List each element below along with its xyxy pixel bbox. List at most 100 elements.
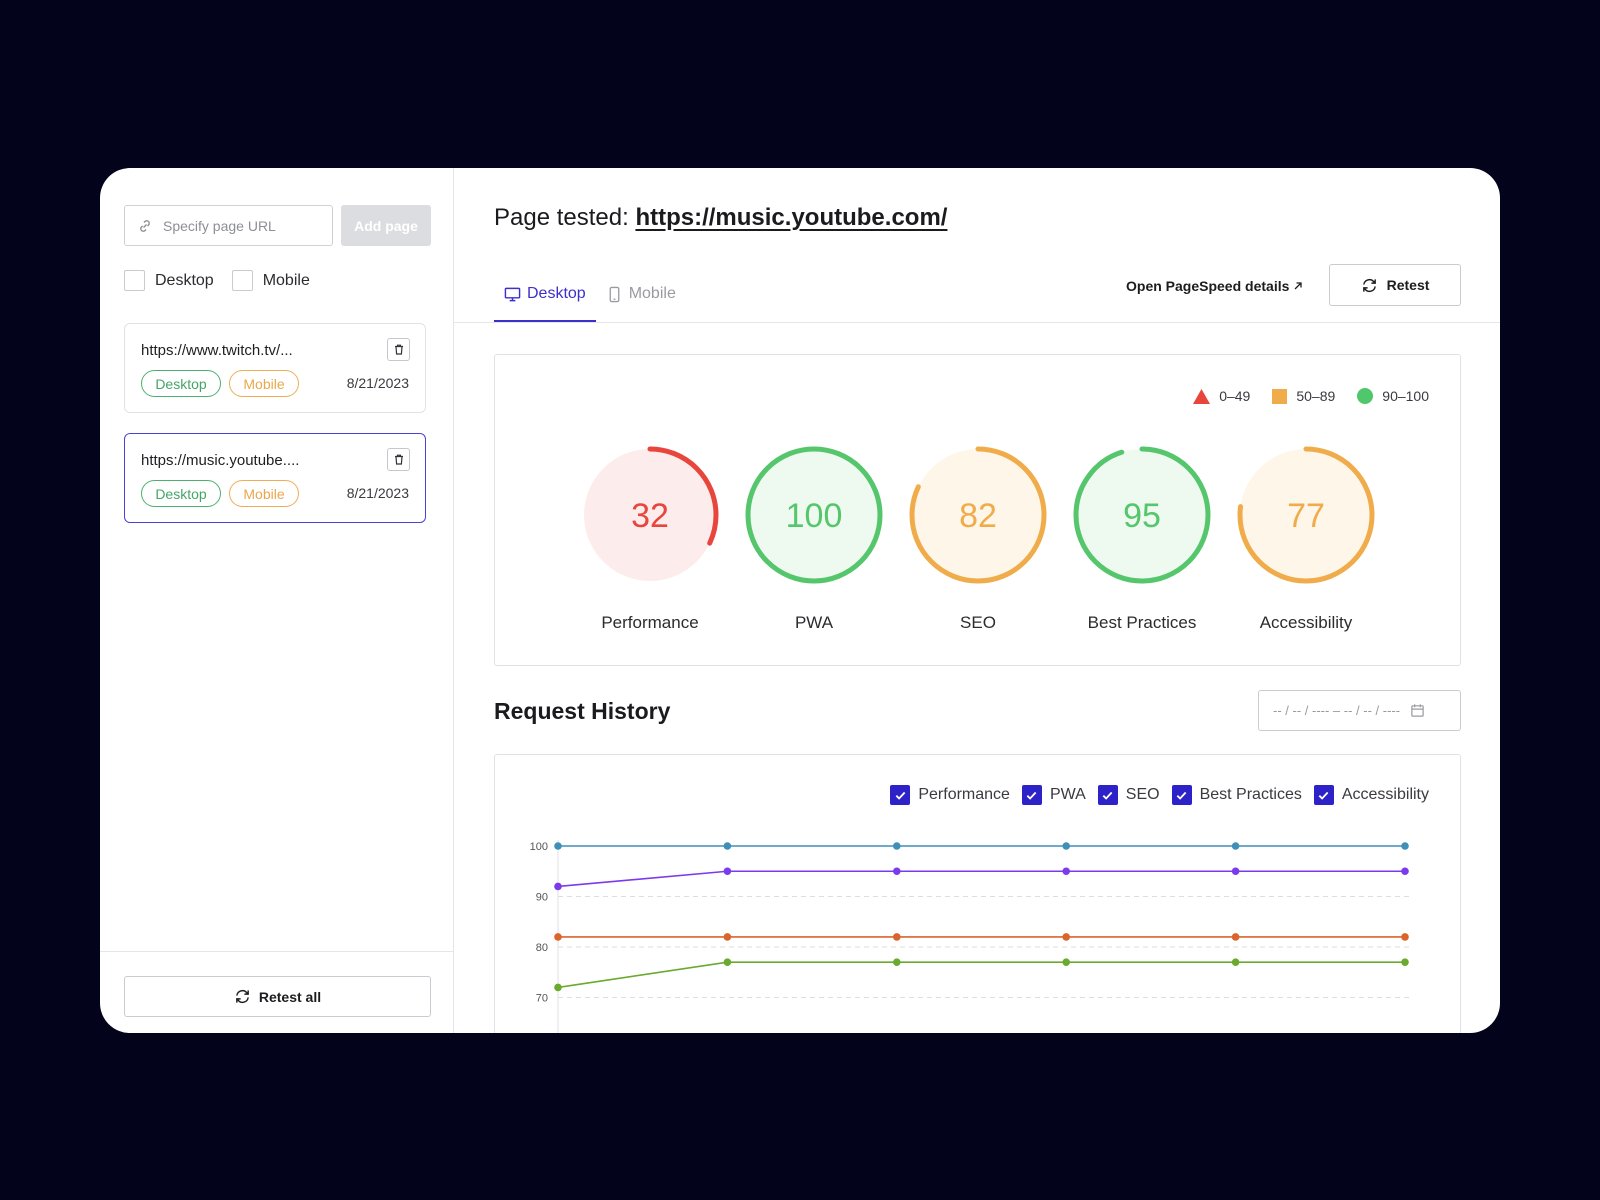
gauge-background xyxy=(584,449,716,581)
y-tick-label: 80 xyxy=(536,942,548,954)
page-card-youtube-music[interactable]: https://music.youtube.... Desktop Mobile… xyxy=(124,433,426,523)
gauge-arc xyxy=(909,446,1047,584)
data-point xyxy=(723,958,732,966)
open-pagespeed-label: Open PageSpeed details xyxy=(1126,278,1290,294)
data-point xyxy=(1231,958,1240,966)
trash-icon xyxy=(394,344,403,355)
checkbox-checked[interactable] xyxy=(1171,785,1192,805)
history-line-chart: 100 90 80 70 xyxy=(530,840,1409,1033)
refresh-icon xyxy=(236,990,249,1003)
data-point xyxy=(554,983,562,992)
gauge-performance: 32 Performance xyxy=(580,445,720,633)
check-icon xyxy=(1102,791,1113,800)
series-line-1 xyxy=(557,870,1405,888)
monitor-icon xyxy=(504,287,521,301)
gauge-value: 32 xyxy=(631,497,669,535)
history-chart-panel: Performance PWA SEO Best Practices Acces… xyxy=(494,754,1461,1033)
gauge-background xyxy=(912,449,1044,581)
delete-page-button[interactable] xyxy=(387,338,410,361)
gauge-background xyxy=(748,449,880,581)
page-card-url: https://music.youtube.... xyxy=(141,452,300,469)
retest-all-button[interactable]: Retest all xyxy=(124,976,431,1017)
checkbox-checked[interactable] xyxy=(890,785,911,805)
data-point xyxy=(1231,933,1240,941)
page-tested-heading: Page tested: https://music.youtube.com/ xyxy=(494,204,947,232)
chart-legend-best-practices[interactable]: Best Practices xyxy=(1171,785,1302,805)
external-link-icon xyxy=(1294,282,1303,290)
tag-desktop: Desktop xyxy=(141,480,221,507)
gauge-value: 95 xyxy=(1123,497,1161,535)
gauge-value: 100 xyxy=(786,497,843,535)
chart-legend-pwa[interactable]: PWA xyxy=(1021,785,1086,805)
tag-mobile: Mobile xyxy=(229,480,299,507)
add-page-button[interactable]: Add page xyxy=(341,205,431,246)
legend-item-average: 50–89 xyxy=(1272,388,1335,404)
triangle-icon xyxy=(1193,388,1211,404)
date-range-picker[interactable]: -- / -- / ---- – -- / -- / ---- xyxy=(1258,690,1461,731)
chart-legend-accessibility[interactable]: Accessibility xyxy=(1313,785,1429,805)
gauge-value: 82 xyxy=(959,497,997,535)
checkbox-desktop[interactable]: Desktop xyxy=(124,270,214,291)
gauge-label: Performance xyxy=(601,613,699,632)
data-point xyxy=(723,867,732,876)
sidebar-footer: Retest all xyxy=(100,951,454,1033)
gauge-label: Accessibility xyxy=(1259,613,1353,632)
tab-mobile-label: Mobile xyxy=(628,285,676,302)
checkbox-checked[interactable] xyxy=(1097,785,1118,805)
data-point xyxy=(893,933,901,941)
retest-label: Retest xyxy=(1386,277,1430,293)
checkbox-mobile-box[interactable] xyxy=(231,270,253,291)
chart-legend-label: Performance xyxy=(918,786,1010,803)
checkbox-checked[interactable] xyxy=(1021,785,1042,805)
smartphone-icon xyxy=(609,286,620,302)
tab-desktop[interactable]: Desktop xyxy=(494,268,596,323)
sidebar: Add page Desktop Mobile https://www.twit… xyxy=(100,168,454,1033)
page-card-url: https://www.twitch.tv/... xyxy=(141,342,293,359)
legend-item-poor: 0–49 xyxy=(1193,388,1250,404)
url-input-wrapper[interactable] xyxy=(124,205,333,246)
checkbox-desktop-label: Desktop xyxy=(155,271,214,289)
y-tick-label: 70 xyxy=(536,993,548,1005)
chart-legend-performance[interactable]: Performance xyxy=(890,785,1010,805)
chart-legend-label: PWA xyxy=(1049,786,1086,803)
tab-mobile[interactable]: Mobile xyxy=(596,268,686,320)
page-card-date: 8/21/2023 xyxy=(346,485,409,501)
data-point xyxy=(893,842,901,850)
checkbox-mobile[interactable]: Mobile xyxy=(231,270,310,291)
chart-legend-seo[interactable]: SEO xyxy=(1097,785,1160,805)
gauge-arc xyxy=(581,446,719,584)
device-tabs: Desktop Mobile xyxy=(494,268,686,323)
device-checkboxes: Desktop Mobile xyxy=(124,270,310,291)
data-point xyxy=(554,933,562,941)
gauge-ring: 32 xyxy=(581,446,719,584)
legend-item-good: 90–100 xyxy=(1357,388,1429,404)
tabs-divider xyxy=(454,322,1500,323)
gauge-seo: 82 SEO xyxy=(908,445,1048,633)
page-tested-url-link[interactable]: https://music.youtube.com/ xyxy=(635,204,948,231)
check-icon xyxy=(895,791,906,800)
open-pagespeed-link[interactable]: Open PageSpeed details xyxy=(1126,278,1303,294)
data-point xyxy=(1401,958,1409,966)
data-point xyxy=(1062,867,1070,876)
tag-desktop: Desktop xyxy=(141,370,221,397)
gauge-value: 77 xyxy=(1287,497,1325,535)
data-point xyxy=(1401,867,1409,876)
app-window: Add page Desktop Mobile https://www.twit… xyxy=(100,168,1500,1033)
retest-button[interactable]: Retest xyxy=(1329,264,1461,306)
checkbox-mobile-label: Mobile xyxy=(262,271,310,289)
checkbox-desktop-box[interactable] xyxy=(124,270,145,291)
checkbox-checked[interactable] xyxy=(1313,785,1334,805)
gauge-pwa: 100 PWA xyxy=(744,445,884,633)
link-icon xyxy=(140,219,150,232)
delete-page-button[interactable] xyxy=(387,448,410,471)
gauge-arc xyxy=(1073,446,1211,584)
data-point xyxy=(1062,842,1070,850)
data-point xyxy=(1231,842,1240,850)
legend-poor-label: 0–49 xyxy=(1219,388,1251,404)
page-card-twitch[interactable]: https://www.twitch.tv/... Desktop Mobile… xyxy=(124,323,426,413)
url-input[interactable] xyxy=(163,217,323,234)
gauge-ring: 77 xyxy=(1237,446,1375,584)
check-icon xyxy=(1319,791,1329,800)
data-point xyxy=(1401,842,1409,850)
data-point xyxy=(893,958,901,966)
